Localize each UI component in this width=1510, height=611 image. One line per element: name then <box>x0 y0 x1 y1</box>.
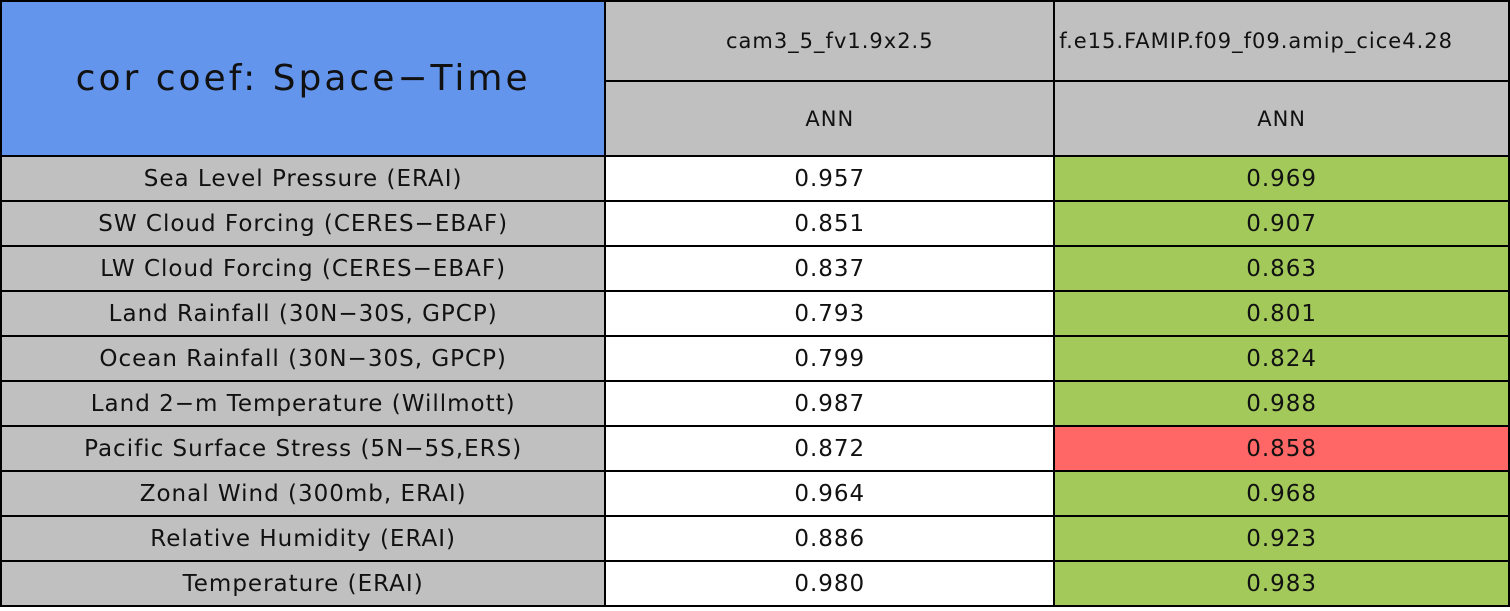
value-cell: 0.907 <box>1053 200 1510 247</box>
table-row: Temperature (ERAI) 0.980 0.983 <box>0 560 1510 607</box>
value-cell: 0.837 <box>604 245 1056 292</box>
table-row: LW Cloud Forcing (CERES−EBAF) 0.837 0.863 <box>0 245 1510 292</box>
value-cell: 0.983 <box>1053 560 1510 607</box>
value-cell: 0.969 <box>1053 155 1510 202</box>
table-row: Land Rainfall (30N−30S, GPCP) 0.793 0.801 <box>0 290 1510 337</box>
row-label: Land Rainfall (30N−30S, GPCP) <box>0 290 607 337</box>
row-label: SW Cloud Forcing (CERES−EBAF) <box>0 200 607 247</box>
table-row: ANN ANN <box>1 80 1510 157</box>
value-cell: 0.793 <box>604 290 1056 337</box>
column-header: cam3_5_fv1.9x2.5 <box>604 0 1056 82</box>
value-cell: 0.872 <box>604 425 1056 472</box>
value-cell: 0.957 <box>604 155 1056 202</box>
value-cell: 0.799 <box>604 335 1056 382</box>
row-label: Sea Level Pressure (ERAI) <box>0 155 607 202</box>
table-title: cor coef: Space−Time <box>0 0 607 157</box>
row-label: Ocean Rainfall (30N−30S, GPCP) <box>0 335 607 382</box>
value-cell: 0.858 <box>1053 425 1510 472</box>
value-cell: 0.851 <box>604 200 1056 247</box>
column-header: f.e15.FAMIP.f09_f09.amip_cice4.28 <box>1053 0 1510 82</box>
row-label: LW Cloud Forcing (CERES−EBAF) <box>0 245 607 292</box>
value-cell: 0.824 <box>1053 335 1510 382</box>
table-row: Ocean Rainfall (30N−30S, GPCP) 0.799 0.824 <box>0 335 1510 382</box>
table-row: Zonal Wind (300mb, ERAI) 0.964 0.968 <box>0 470 1510 517</box>
value-cell: 0.988 <box>1053 380 1510 427</box>
value-cell: 0.863 <box>1053 245 1510 292</box>
table-row: Land 2−m Temperature (Willmott) 0.987 0.98… <box>0 380 1510 427</box>
table-row: Pacific Surface Stress (5N−5S,ERS) 0.872 0… <box>0 425 1510 472</box>
table-row: SW Cloud Forcing (CERES−EBAF) 0.851 0.907 <box>0 200 1510 247</box>
column-season: ANN <box>604 80 1056 157</box>
value-cell: 0.987 <box>604 380 1056 427</box>
row-label: Relative Humidity (ERAI) <box>0 515 607 562</box>
column-season: ANN <box>1053 80 1510 157</box>
row-label: Land 2−m Temperature (Willmott) <box>0 380 607 427</box>
value-cell: 0.886 <box>604 515 1056 562</box>
row-label: Temperature (ERAI) <box>0 560 607 607</box>
value-cell: 0.923 <box>1053 515 1510 562</box>
value-cell: 0.980 <box>604 560 1056 607</box>
row-label: Pacific Surface Stress (5N−5S,ERS) <box>0 425 607 472</box>
value-cell: 0.801 <box>1053 290 1510 337</box>
table-row: cor coef: Space−Time cam3_5_fv1.9x2.5 f.e1… <box>0 0 1510 157</box>
table-row: Relative Humidity (ERAI) 0.886 0.923 <box>0 515 1510 562</box>
value-cell: 0.964 <box>604 470 1056 517</box>
table-row: Sea Level Pressure (ERAI) 0.957 0.969 <box>0 155 1510 202</box>
value-cell: 0.968 <box>1053 470 1510 517</box>
row-label: Zonal Wind (300mb, ERAI) <box>0 470 607 517</box>
